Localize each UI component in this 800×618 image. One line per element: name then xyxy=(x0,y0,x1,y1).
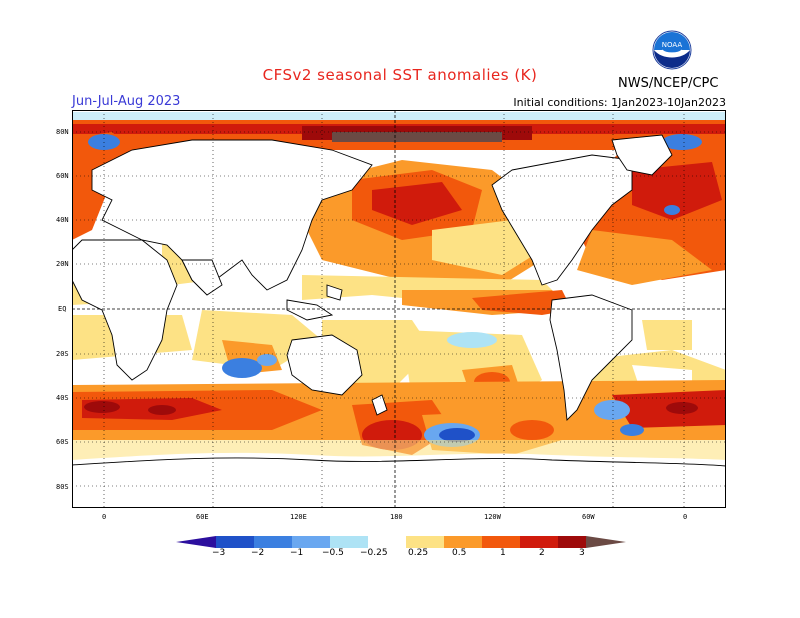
colorbar-swatch xyxy=(444,536,482,548)
colorbar-label: −1 xyxy=(290,548,304,558)
colorbar-label: 2 xyxy=(539,548,545,558)
lat-label: EQ xyxy=(58,305,67,313)
lon-label: 180 xyxy=(390,513,403,521)
colorbar-swatch xyxy=(216,536,254,548)
colorbar-label: −2 xyxy=(251,548,265,558)
sst-anomaly-map xyxy=(72,110,726,508)
agency-label: NWS/NCEP/CPC xyxy=(618,76,719,91)
lon-label: 120W xyxy=(484,513,501,521)
lat-label: 40N xyxy=(56,216,69,224)
colorbar xyxy=(176,536,626,548)
noaa-logo: NOAA xyxy=(652,30,692,70)
colorbar-swatch xyxy=(558,536,586,548)
graticule xyxy=(72,110,726,508)
lat-label: 20S xyxy=(56,350,69,358)
lat-label: 80S xyxy=(56,483,69,491)
reference-lines xyxy=(72,110,726,508)
colorbar-swatch xyxy=(520,536,558,548)
lon-label: 0 xyxy=(102,513,107,521)
season-label: Jun-Jul-Aug 2023 xyxy=(72,94,181,109)
colorbar-label: 0.25 xyxy=(408,548,429,558)
landmasses xyxy=(72,134,726,467)
colorbar-swatch xyxy=(368,536,406,548)
colorbar-swatch xyxy=(482,536,520,548)
lon-label: 60W xyxy=(582,513,595,521)
colorbar-label: 3 xyxy=(579,548,585,558)
map-title: CFSv2 seasonal SST anomalies (K) xyxy=(262,66,538,84)
colorbar-label: −0.25 xyxy=(360,548,388,558)
svg-text:NOAA: NOAA xyxy=(662,41,683,49)
colorbar-label: 1 xyxy=(500,548,506,558)
lat-label: 60N xyxy=(56,172,69,180)
lat-label: 60S xyxy=(56,438,69,446)
colorbar-label: −0.5 xyxy=(322,548,344,558)
lon-label: 60E xyxy=(196,513,209,521)
lat-label: 20N xyxy=(56,260,69,268)
initial-conditions-label: Initial conditions: 1Jan2023-10Jan2023 xyxy=(513,96,726,109)
colorbar-swatch xyxy=(406,536,444,548)
lon-label: 120E xyxy=(290,513,307,521)
lat-label: 40S xyxy=(56,394,69,402)
colorbar-swatch xyxy=(292,536,330,548)
map-frame xyxy=(72,110,726,508)
colorbar-label: 0.5 xyxy=(452,548,467,558)
colorbar-swatch xyxy=(586,536,626,548)
colorbar-swatch xyxy=(330,536,368,548)
colorbar-swatch xyxy=(176,536,216,548)
lat-label: 80N xyxy=(56,128,69,136)
lon-label: 0 xyxy=(683,513,688,521)
colorbar-swatch xyxy=(254,536,292,548)
colorbar-label: −3 xyxy=(212,548,226,558)
